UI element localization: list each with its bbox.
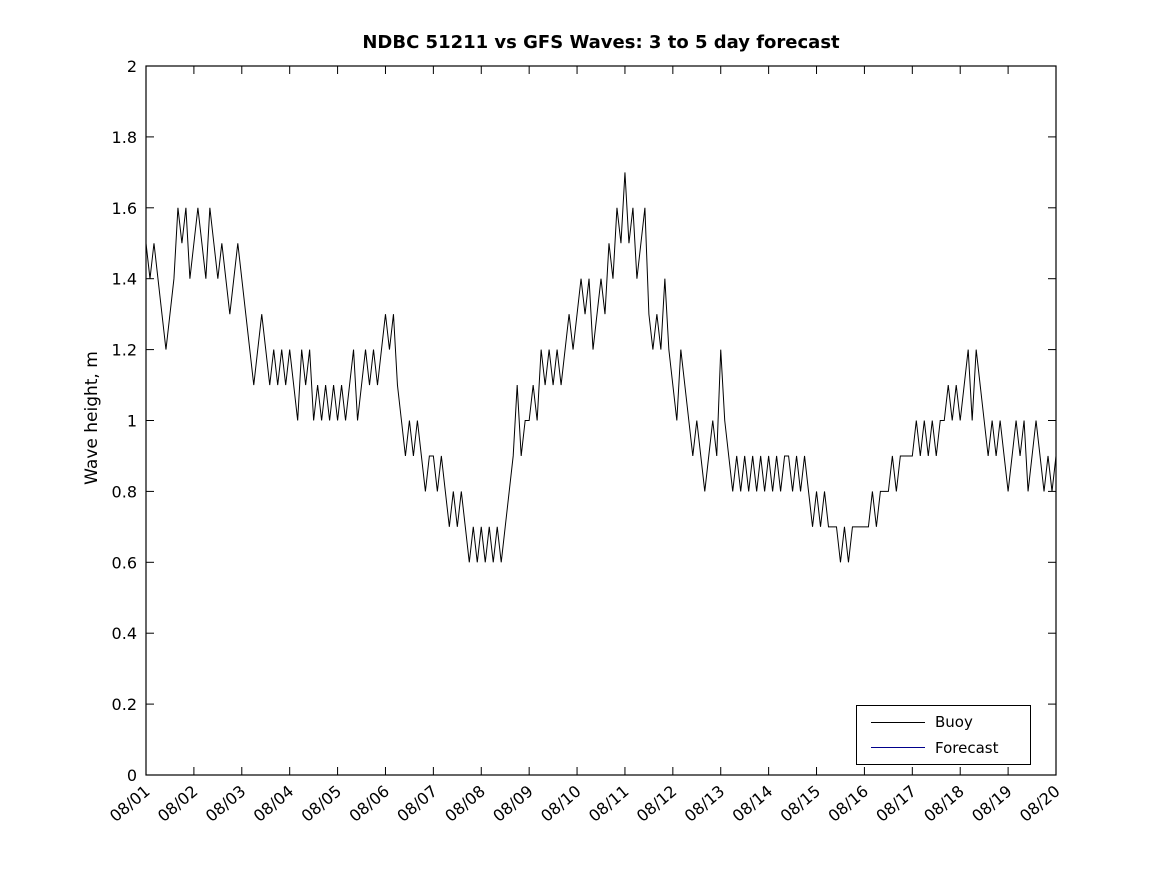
y-tick-label: 0.8 [112, 482, 137, 501]
y-axis-label: Wave height, m [82, 351, 102, 485]
x-tick-label: 08/12 [633, 782, 681, 826]
x-tick-label: 08/02 [154, 782, 202, 826]
legend-label-forecast: Forecast [935, 738, 999, 757]
y-tick-label: 0.6 [112, 553, 137, 572]
y-tick-label: 1.4 [112, 270, 137, 289]
x-tick-label: 08/16 [824, 782, 872, 826]
chart-title: NDBC 51211 vs GFS Waves: 3 to 5 day fore… [362, 32, 840, 53]
x-tick-label: 08/19 [968, 782, 1016, 826]
buoy-line-swatch [871, 721, 925, 723]
y-tick-label: 0.4 [112, 624, 137, 643]
buoy-line [145, 172, 1057, 563]
y-tick-label: 1 [127, 412, 137, 431]
x-tick-label: 08/07 [393, 782, 441, 826]
x-tick-label: 08/14 [729, 782, 777, 826]
x-tick-label: 08/03 [202, 782, 250, 826]
x-tick-label: 08/05 [298, 782, 346, 826]
y-tick-label: 0.2 [112, 695, 137, 714]
x-tick-label: 08/15 [777, 782, 825, 826]
axes-box [145, 65, 1057, 776]
y-tick-label: 1.2 [112, 341, 137, 360]
x-tick-label: 08/20 [1016, 782, 1064, 826]
y-tick-label: 2 [127, 57, 137, 76]
y-tick-label: 1.6 [112, 199, 137, 218]
x-tick-label: 08/04 [250, 782, 298, 826]
x-tick-label: 08/11 [585, 782, 633, 826]
legend-label-buoy: Buoy [935, 713, 973, 732]
legend-entry-forecast: Forecast [857, 739, 1030, 757]
x-tick-label: 08/17 [872, 782, 920, 826]
y-tick-label: 0 [127, 766, 137, 785]
legend-entry-buoy: Buoy [857, 713, 1030, 731]
x-tick-label: 08/09 [489, 782, 537, 826]
forecast-line-swatch [871, 747, 925, 749]
legend: Buoy Forecast [856, 705, 1031, 765]
x-tick-label: 08/18 [920, 782, 968, 826]
x-tick-label: 08/13 [681, 782, 729, 826]
x-tick-label: 08/06 [346, 782, 394, 826]
x-tick-label: 08/08 [441, 782, 489, 826]
x-tick-label: 08/10 [537, 782, 585, 826]
y-tick-label: 1.8 [112, 128, 137, 147]
x-tick-label: 08/01 [106, 782, 154, 826]
